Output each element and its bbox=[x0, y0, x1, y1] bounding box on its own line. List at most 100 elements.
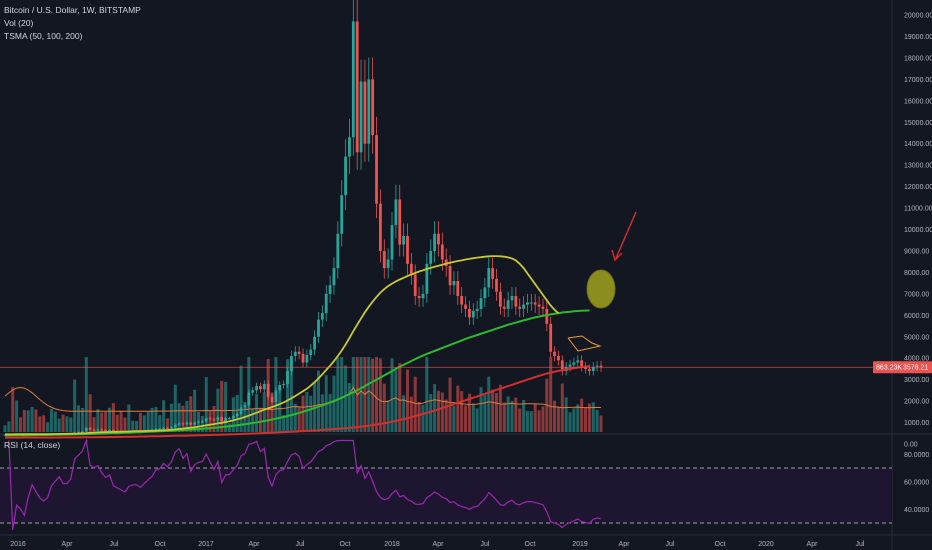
volume-bar bbox=[189, 396, 193, 432]
volume-bar bbox=[347, 383, 351, 432]
volume-bar bbox=[177, 403, 181, 432]
candle-body bbox=[243, 405, 247, 408]
rsi-band-fill bbox=[0, 468, 892, 523]
candle-body bbox=[553, 351, 556, 357]
volume-bar bbox=[413, 376, 417, 432]
candle-body bbox=[545, 308, 549, 324]
volume-bar bbox=[11, 387, 15, 432]
volume-bar bbox=[282, 415, 286, 432]
volume-bar bbox=[316, 370, 320, 432]
volume-bar bbox=[386, 400, 390, 432]
volume-bar bbox=[289, 357, 293, 432]
volume-bar bbox=[270, 392, 274, 432]
candle-body bbox=[332, 268, 336, 286]
price-tick-label: 14000.00 bbox=[904, 141, 932, 148]
candle-body bbox=[587, 368, 591, 372]
candle-body bbox=[440, 244, 444, 260]
volume-bar bbox=[409, 396, 413, 432]
candle-body bbox=[475, 308, 479, 312]
candle-body bbox=[537, 304, 541, 307]
price-tick-label: 5000.00 bbox=[904, 334, 929, 341]
candle-body bbox=[448, 265, 452, 286]
volume-bar bbox=[297, 406, 301, 432]
volume-bar bbox=[475, 408, 479, 432]
volume-bar bbox=[169, 403, 173, 432]
volume-bar bbox=[498, 384, 502, 432]
candle-body bbox=[363, 81, 367, 144]
price-tick-label: 1000.00 bbox=[904, 420, 929, 427]
candle-body bbox=[549, 323, 553, 352]
candle-body bbox=[533, 302, 537, 305]
volume-bar bbox=[464, 405, 468, 432]
price-tick-label: 6000.00 bbox=[904, 313, 929, 320]
price-tick-label: 7000.00 bbox=[904, 291, 929, 298]
volume-bar bbox=[405, 369, 409, 432]
time-tick-label: Apr bbox=[62, 541, 74, 548]
volume-bar bbox=[452, 405, 456, 432]
volume-bar bbox=[584, 407, 588, 432]
volume-bar bbox=[367, 357, 371, 432]
sma50-line bbox=[5, 255, 559, 436]
price-tick-label: 15000.00 bbox=[904, 120, 932, 127]
volume-bar bbox=[146, 411, 150, 432]
candle-body bbox=[313, 336, 317, 350]
candle-body bbox=[351, 21, 355, 138]
price-badge bbox=[873, 361, 932, 374]
volume-bar bbox=[42, 415, 46, 432]
candle-body bbox=[510, 295, 514, 301]
volume-bar bbox=[491, 389, 495, 432]
candle-body bbox=[111, 430, 115, 432]
volume-bar bbox=[344, 365, 348, 432]
volume-bar bbox=[251, 408, 255, 432]
candle-body bbox=[471, 311, 475, 318]
price-tick-label: 2000.00 bbox=[904, 399, 929, 406]
price-tick-label: 10000.00 bbox=[904, 227, 932, 234]
volume-bar bbox=[587, 403, 591, 432]
candle-body bbox=[181, 423, 185, 425]
time-tick-label: 2019 bbox=[572, 541, 588, 548]
volume-bar bbox=[7, 421, 11, 432]
volume-bar bbox=[580, 398, 584, 432]
time-tick-label: 2017 bbox=[198, 541, 214, 548]
candle-body bbox=[320, 313, 324, 320]
candle-body bbox=[522, 304, 525, 309]
candle-body bbox=[359, 81, 363, 153]
volume-bar bbox=[123, 417, 127, 432]
price-tick-label: 9000.00 bbox=[904, 248, 929, 255]
volume-bar bbox=[320, 394, 324, 432]
legend-symbol: Bitcoin / U.S. Dollar, 1W, BITSTAMP bbox=[4, 5, 141, 15]
candle-body bbox=[185, 422, 189, 425]
candle-body bbox=[460, 295, 464, 305]
candle-body bbox=[158, 428, 162, 430]
time-tick-label: Apr bbox=[619, 541, 631, 548]
volume-bar bbox=[390, 358, 394, 432]
volume-bar bbox=[18, 417, 22, 432]
candle-body bbox=[208, 418, 212, 420]
volume-bar bbox=[510, 400, 514, 432]
legend-tsma: TSMA (50, 100, 200) bbox=[4, 31, 83, 41]
volume-bar bbox=[185, 400, 189, 432]
legend-volume: Vol (20) bbox=[4, 18, 34, 28]
candle-body bbox=[398, 199, 402, 245]
annotation-circle bbox=[586, 269, 616, 309]
volume-bar bbox=[224, 381, 228, 432]
volume-bar bbox=[429, 393, 433, 432]
candle-body bbox=[100, 429, 104, 431]
candle-body bbox=[193, 422, 197, 425]
price-tick-label: 0.00 bbox=[904, 442, 918, 449]
volume-bar bbox=[533, 403, 537, 432]
volume-bar bbox=[96, 409, 100, 432]
candle-body bbox=[506, 300, 510, 309]
candle-body bbox=[514, 295, 518, 307]
volume-bar bbox=[553, 400, 557, 432]
volume-bar bbox=[107, 407, 111, 432]
volume-bar bbox=[506, 396, 510, 432]
volume-bar bbox=[564, 397, 568, 432]
candle-body bbox=[81, 431, 84, 433]
volume-bar bbox=[26, 410, 30, 432]
volume-bar bbox=[483, 394, 487, 432]
time-tick-label: Oct bbox=[340, 541, 351, 548]
volume-bar bbox=[522, 399, 526, 432]
candle-body bbox=[560, 360, 564, 372]
